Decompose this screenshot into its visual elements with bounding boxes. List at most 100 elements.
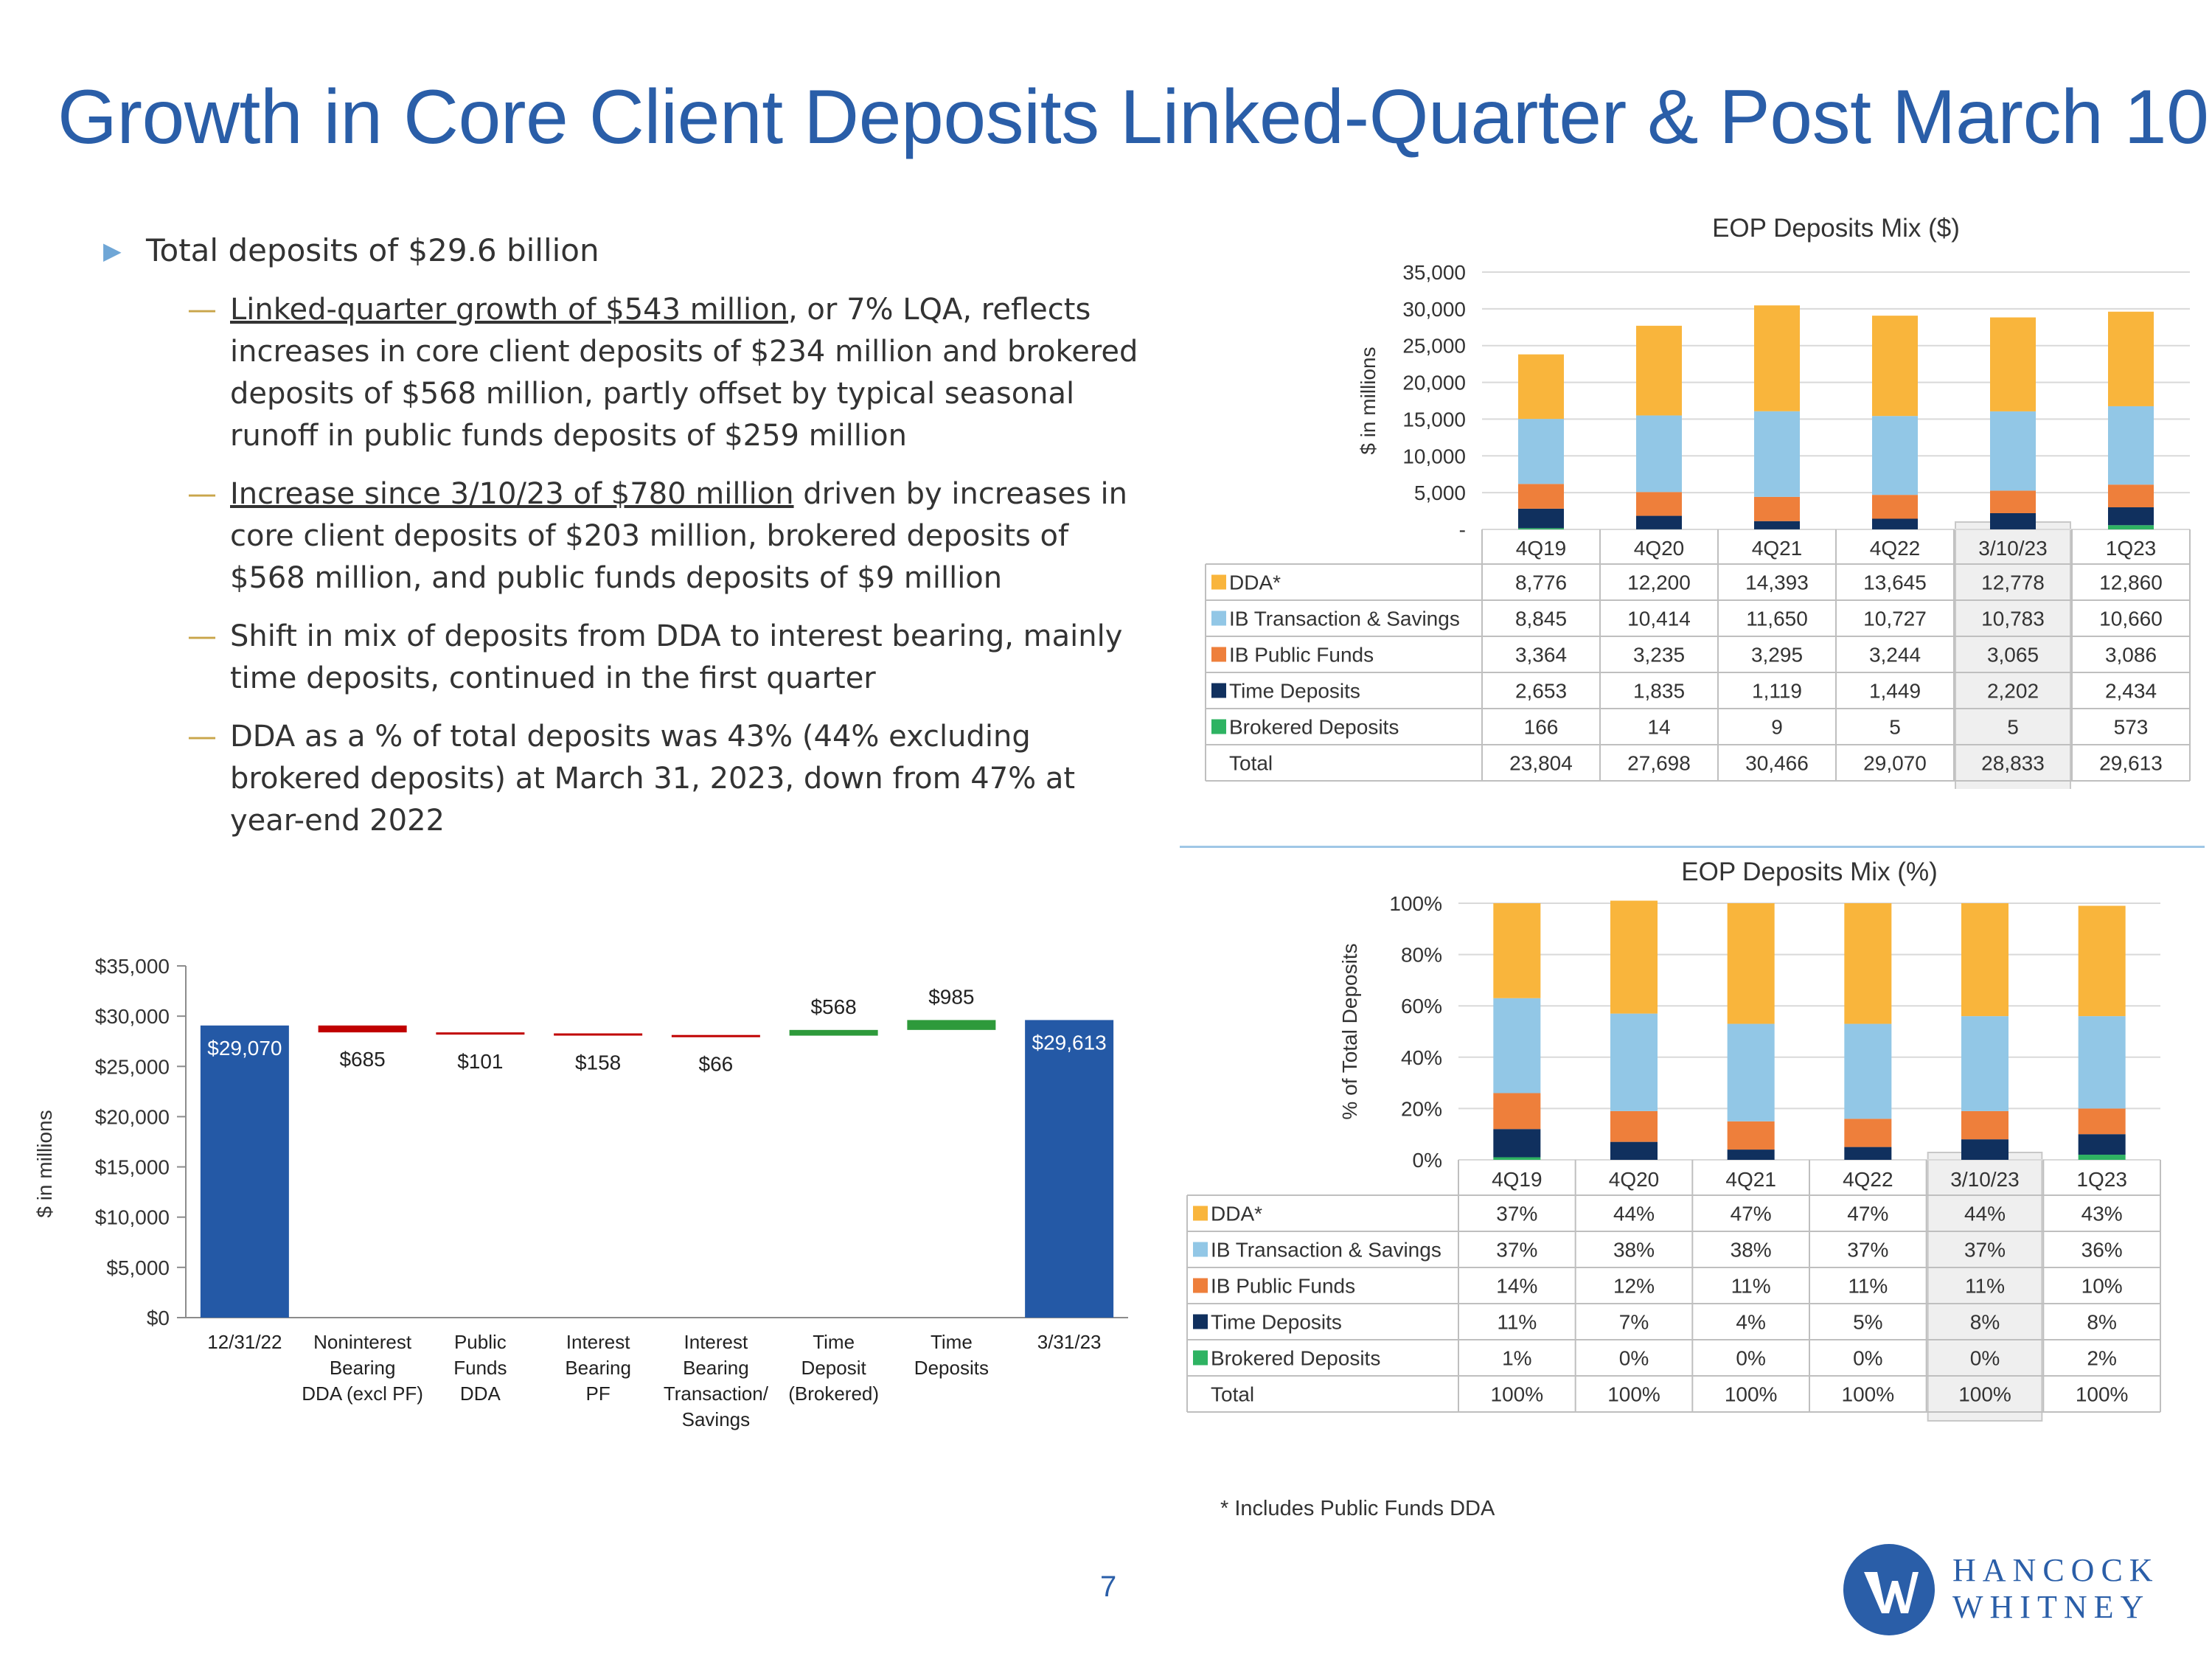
data-label: 7% — [1619, 1311, 1649, 1334]
data-label: 4% — [1736, 1311, 1765, 1334]
y-tick-label: $35,000 — [95, 955, 170, 978]
data-label: 11% — [1731, 1275, 1771, 1298]
data-label: $568 — [810, 995, 856, 1018]
bar-segment — [1961, 1110, 2008, 1140]
bar-segment — [1727, 1150, 1775, 1160]
y-tick-label: 5,000 — [1414, 481, 1466, 504]
x-category-label: 3/31/23 — [1037, 1331, 1102, 1353]
x-category-label: Bearing — [683, 1357, 749, 1379]
y-tick-label: 20% — [1401, 1097, 1442, 1120]
x-category-label: Noninterest — [313, 1331, 412, 1353]
data-label: 14% — [1496, 1275, 1537, 1298]
x-category-label: Transaction/ — [664, 1382, 769, 1405]
sub-bullet-text: DDA as a % of total deposits was 43% (44… — [230, 720, 1076, 838]
data-label: 1,449 — [1869, 680, 1921, 703]
x-category-label: 4Q22 — [1870, 537, 1921, 560]
legend-swatch — [1211, 683, 1226, 698]
bar-segment — [1990, 317, 2036, 411]
total-value: 100% — [1842, 1383, 1895, 1406]
total-value: 27,698 — [1627, 752, 1691, 775]
y-tick-label: 40% — [1401, 1046, 1442, 1069]
legend-swatch — [1193, 1242, 1208, 1257]
y-tick-label: 25,000 — [1402, 335, 1466, 358]
bar-segment — [1636, 492, 1682, 516]
x-category-label: 4Q21 — [1752, 537, 1803, 560]
data-label: $685 — [339, 1048, 385, 1071]
waterfall-bar — [554, 1033, 643, 1036]
x-category-label: 4Q20 — [1609, 1168, 1660, 1191]
logo-line-2: WHITNEY — [1952, 1589, 2151, 1625]
footnote: * Includes Public Funds DDA — [1220, 1497, 1495, 1520]
x-category-label: Interest — [684, 1331, 748, 1353]
data-label: 10,660 — [2099, 608, 2163, 630]
bar-segment — [1518, 419, 1564, 484]
bar-segment — [1990, 512, 2036, 529]
logo-line-1: HANCOCK — [1952, 1552, 2160, 1588]
page-number: 7 — [1100, 1571, 1117, 1603]
legend-swatch — [1193, 1278, 1208, 1293]
slide-title: Growth in Core Client Deposits Linked-Qu… — [58, 74, 2209, 160]
y-tick-label: $15,000 — [95, 1156, 170, 1179]
x-category-label: Time — [813, 1331, 855, 1353]
waterfall-bar — [200, 1025, 289, 1318]
total-label: Total — [1211, 1383, 1254, 1406]
y-tick-label: $5,000 — [106, 1256, 170, 1279]
legend-swatch — [1211, 719, 1226, 734]
bar-segment — [1961, 903, 2008, 1017]
bar-segment — [1610, 1141, 1658, 1160]
legend-label: IB Transaction & Savings — [1229, 608, 1460, 630]
y-tick-label: $0 — [147, 1307, 170, 1329]
bar-segment — [1610, 1013, 1658, 1111]
bar-segment — [2078, 1155, 2126, 1160]
x-category-label: 1Q23 — [2106, 537, 2157, 560]
bar-segment — [1754, 521, 1800, 529]
data-label: 47% — [1731, 1203, 1772, 1225]
sub-bullet: — DDA as a % of total deposits was 43% (… — [103, 716, 1150, 842]
triangle-bullet-icon: ▶ — [103, 237, 122, 265]
x-category-label: 1Q23 — [2076, 1168, 2127, 1191]
x-category-label: Bearing — [565, 1357, 631, 1379]
bar-segment — [1844, 1147, 1892, 1160]
dash-bullet-icon: — — [187, 293, 217, 327]
x-category-label: DDA (excl PF) — [302, 1382, 423, 1405]
bar-segment — [1610, 900, 1658, 1014]
data-label: 8,845 — [1515, 608, 1567, 630]
waterfall-bar — [907, 1020, 996, 1030]
bar-segment — [2108, 406, 2154, 485]
data-label: $29,613 — [1032, 1031, 1107, 1054]
bar-segment — [1518, 528, 1564, 529]
hancock-whitney-logo-icon — [1843, 1544, 1935, 1635]
bar-segment — [1754, 411, 1800, 497]
bar-segment — [2108, 507, 2154, 526]
bar-segment — [2108, 311, 2154, 406]
data-label: 12,778 — [1981, 571, 2045, 594]
data-label: 1% — [1502, 1347, 1531, 1370]
waterfall-bar — [671, 1034, 760, 1037]
x-category-label: Public — [454, 1331, 507, 1353]
chart-title: EOP Deposits Mix ($) — [1712, 214, 1960, 243]
bar-segment — [1990, 411, 2036, 491]
data-label: 13,645 — [1863, 571, 1927, 594]
section-divider — [1180, 846, 2205, 848]
data-label: 2,434 — [2105, 680, 2157, 703]
bar-segment — [2078, 905, 2126, 1017]
legend-swatch — [1193, 1314, 1208, 1329]
total-value: 100% — [1491, 1383, 1544, 1406]
x-category-label: 4Q21 — [1725, 1168, 1776, 1191]
data-label: 10% — [2081, 1275, 2123, 1298]
data-label: 37% — [1496, 1203, 1537, 1225]
x-category-label: Time — [931, 1331, 973, 1353]
eop-deposits-mix-dollar-chart: EOP Deposits Mix ($) $ in millions - 5,000 1… — [1205, 214, 2191, 789]
bar-segment — [1872, 518, 1918, 529]
bar-segment — [1636, 515, 1682, 529]
bar-segment — [1493, 1157, 1541, 1160]
data-label: 47% — [1847, 1203, 1888, 1225]
total-value: 100% — [1725, 1383, 1778, 1406]
data-label: 2,653 — [1515, 680, 1567, 703]
total-value: 29,070 — [1863, 752, 1927, 775]
logo-wordmark: HANCOCK WHITNEY — [1952, 1552, 2160, 1626]
bar-segment — [1493, 1129, 1541, 1158]
data-label: 12,860 — [2099, 571, 2163, 594]
legend-label: DDA* — [1229, 571, 1281, 594]
data-label: 3,235 — [1633, 644, 1685, 667]
